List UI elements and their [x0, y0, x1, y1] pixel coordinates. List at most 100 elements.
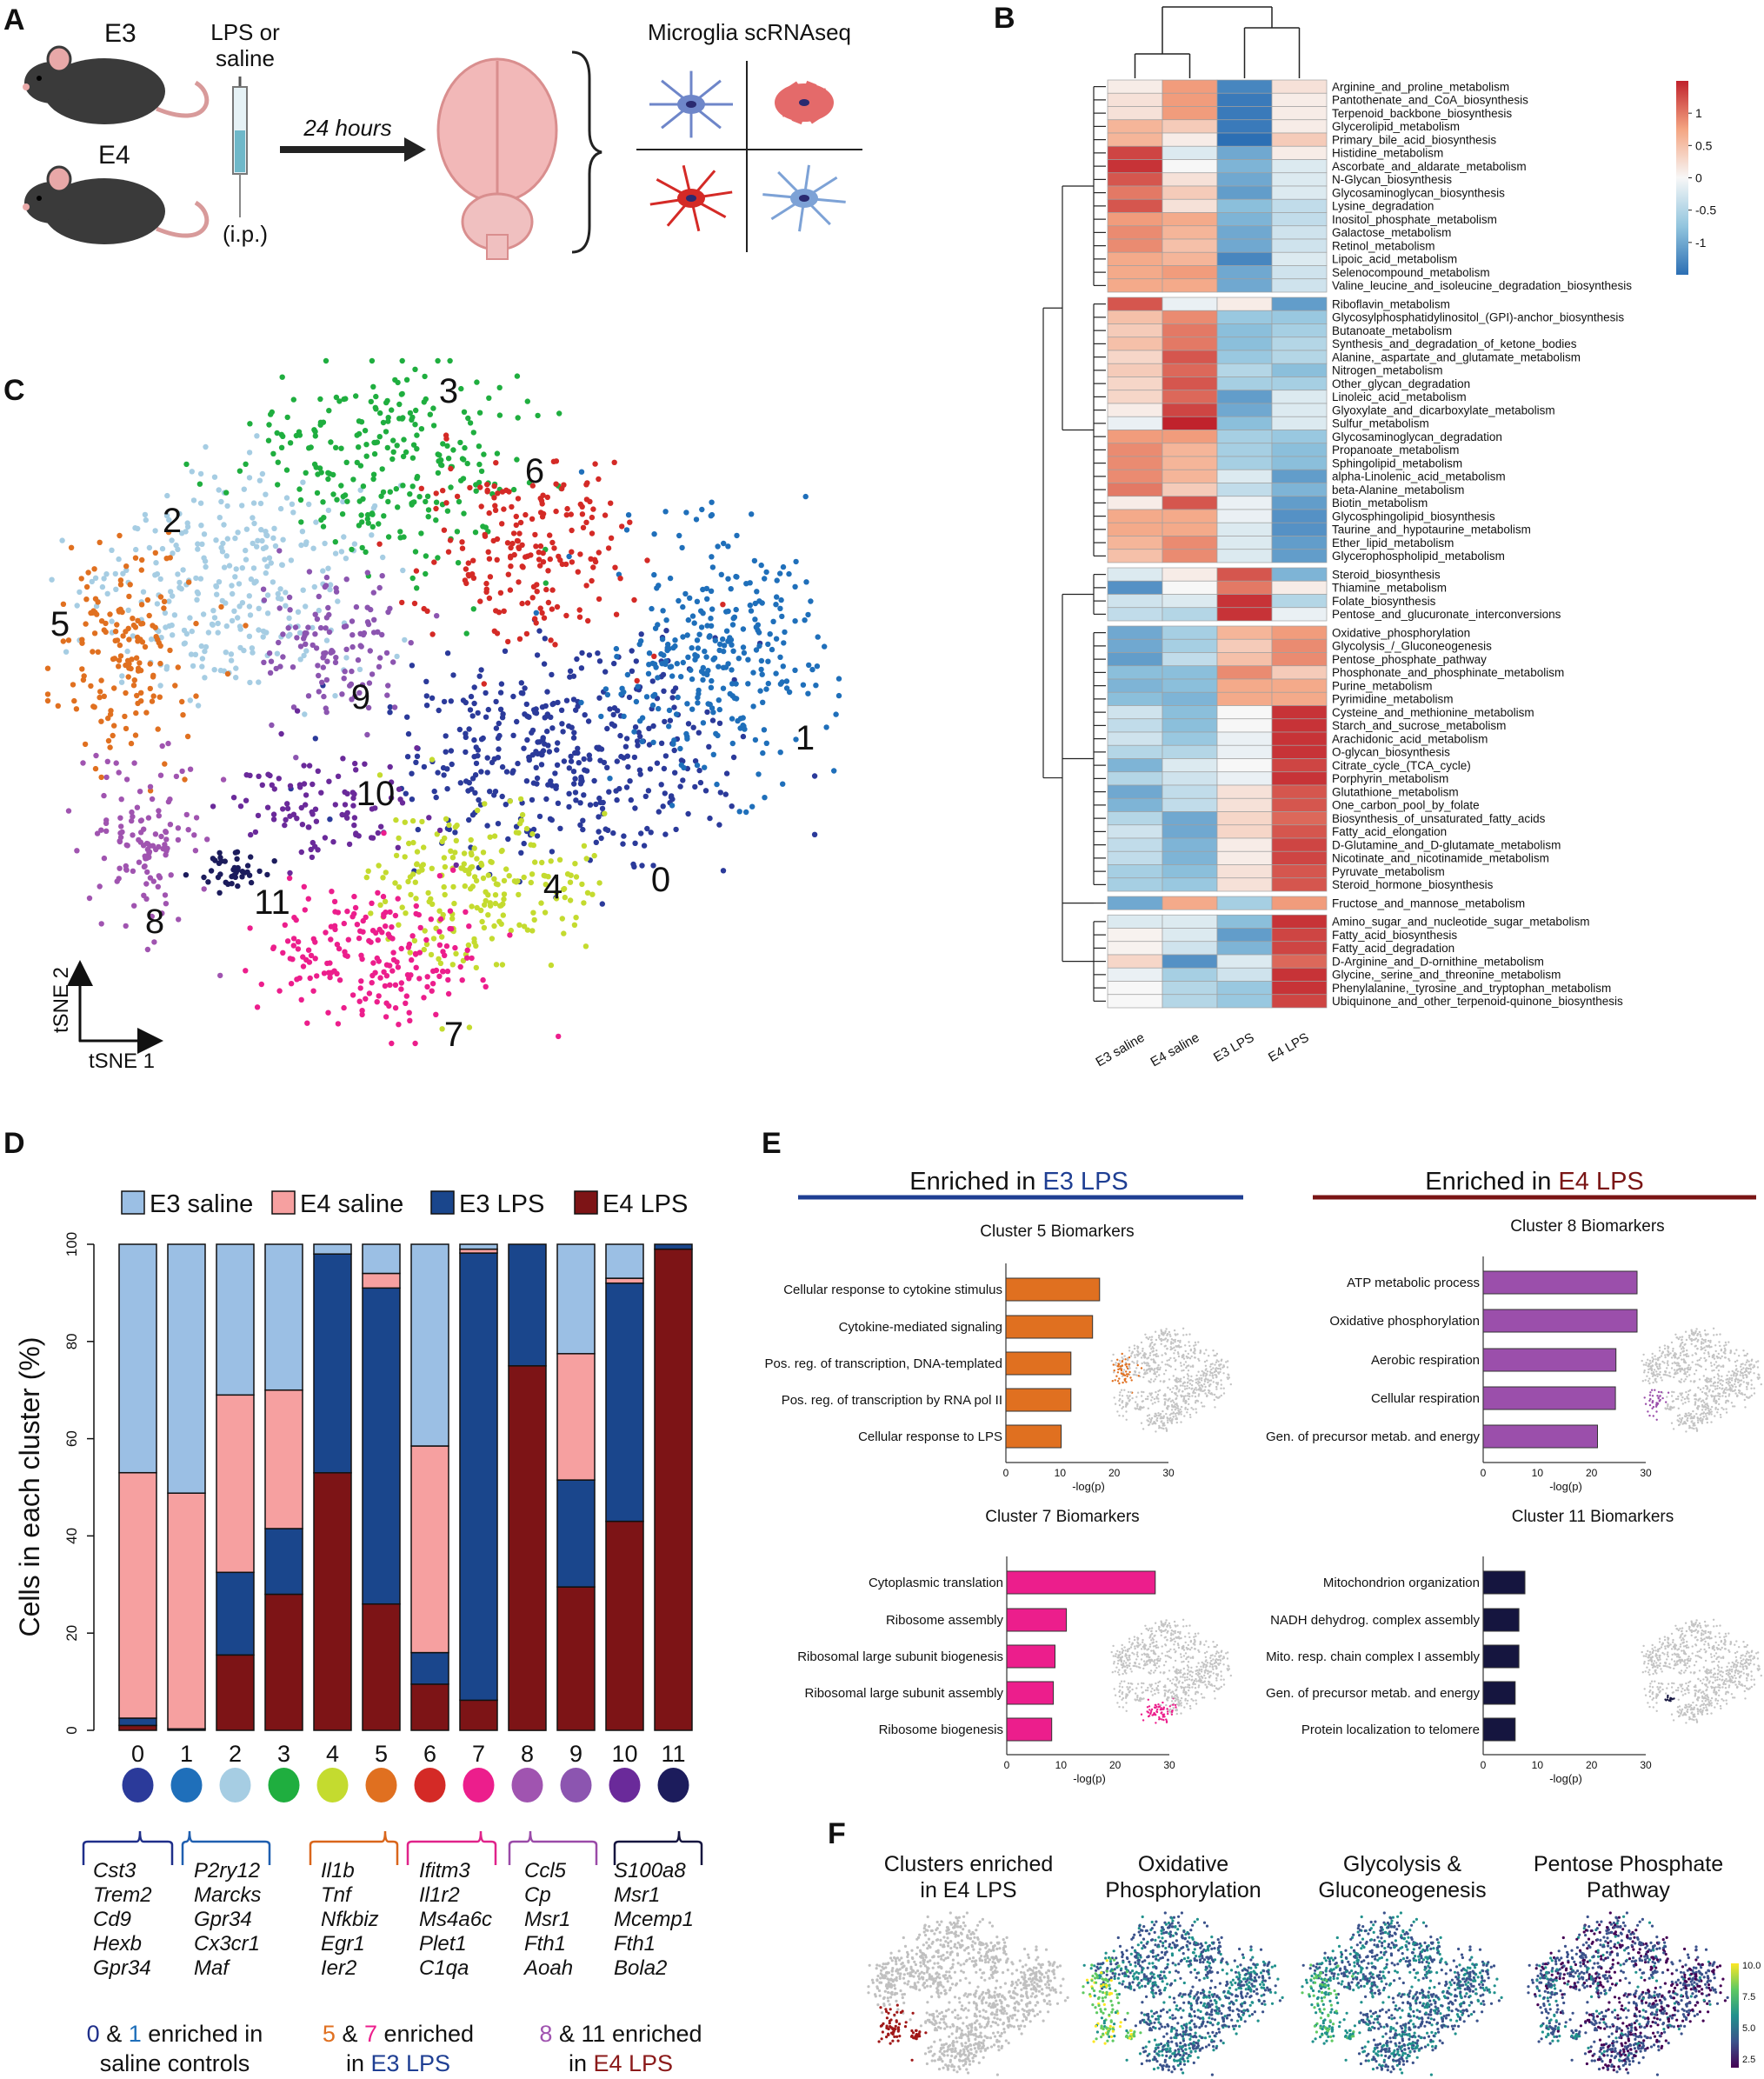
tsne-point	[444, 650, 451, 656]
tsne-point	[330, 471, 336, 478]
heatmap-cell	[1107, 914, 1163, 929]
tsne-point	[1674, 1356, 1676, 1359]
tsne-point	[749, 511, 755, 517]
tsne-point	[218, 544, 224, 551]
bar-segment	[508, 1243, 547, 1367]
tsne-point	[376, 772, 383, 778]
tsne-point	[376, 434, 383, 440]
heatmap-row: Phenylalanine,_tyrosine_and_tryptophan_m…	[1107, 981, 1611, 996]
tsne-point	[1172, 1678, 1175, 1681]
tsne-point	[278, 730, 284, 737]
tsne-point	[409, 499, 416, 506]
tsne-point	[1684, 1343, 1687, 1346]
tsne-point	[1678, 1414, 1681, 1416]
bar-segment	[556, 1353, 596, 1481]
heatmap-row-label: Oxidative_phosphorylation	[1332, 626, 1470, 639]
tsne-point	[1750, 1383, 1754, 1386]
tsne-point	[1177, 1390, 1181, 1393]
tsne-point	[300, 479, 306, 485]
tsne-point	[1170, 1341, 1173, 1343]
enrichment-bar	[1006, 1644, 1055, 1669]
tsne-point	[93, 752, 99, 759]
heatmap-row-label: Alanine,_aspartate_and_glutamate_metabol…	[1332, 350, 1581, 363]
tsne-point	[602, 512, 609, 518]
heatmap-cell	[1107, 443, 1163, 457]
tsne-point	[1186, 1664, 1189, 1667]
tsne-point	[452, 850, 458, 856]
tsne-point	[434, 613, 440, 619]
tsne-point	[1125, 1381, 1128, 1383]
tsne-point	[287, 440, 294, 446]
bar-segment	[410, 1243, 449, 1447]
tsne-point	[1147, 1407, 1150, 1410]
tsne-point	[1750, 1363, 1753, 1366]
tsne-point	[687, 595, 693, 601]
tsne-point	[155, 636, 161, 643]
heatmap-row-label: D-Arginine_and_D-ornithine_metabolism	[1332, 955, 1544, 968]
tsne-point	[1676, 1397, 1680, 1401]
tsne-point	[437, 916, 444, 923]
heatmap-cell	[1271, 580, 1328, 595]
tsne-point	[162, 892, 169, 898]
tsne-point	[1142, 1349, 1144, 1352]
tsne-point	[1699, 1388, 1702, 1391]
tsne-point	[577, 822, 583, 828]
tsne-point	[518, 817, 524, 823]
bar-label: Cellular response to LPS	[858, 1429, 1002, 1444]
tsne-point	[326, 629, 333, 636]
tsne-point	[1154, 1362, 1157, 1364]
tsne-point	[549, 539, 556, 546]
tsne-point	[712, 637, 718, 643]
tsne-point	[363, 996, 369, 1002]
tsne-point	[433, 505, 439, 512]
heatmap-cell	[1216, 278, 1273, 293]
tsne-point	[236, 581, 243, 587]
tsne-point	[763, 686, 769, 692]
tsne-point	[209, 621, 216, 628]
heatmap-row: Citrate_cycle_(TCA_cycle)	[1107, 758, 1471, 773]
tsne-point	[1175, 1385, 1178, 1388]
tsne-point	[1683, 1421, 1686, 1423]
tsne-point	[264, 871, 270, 878]
tsne-point	[1642, 1353, 1645, 1356]
tsne-point	[694, 598, 701, 604]
tsne-point	[433, 517, 439, 523]
tsne-point	[278, 444, 285, 450]
tsne-point	[1142, 1406, 1145, 1409]
tsne-point	[414, 753, 421, 759]
tsne-point	[543, 580, 549, 586]
heatmap-cell	[1271, 310, 1328, 324]
tsne-point	[358, 512, 364, 518]
tsne-point	[1188, 1357, 1192, 1360]
tsne-point	[454, 493, 461, 500]
tsne-point	[1190, 1375, 1193, 1378]
tsne-point	[1646, 1375, 1648, 1377]
y-axis-label: Cells in each cluster (%)	[14, 1337, 45, 1637]
tsne-point	[1675, 1369, 1679, 1372]
heatmap-cell	[1216, 877, 1273, 892]
tsne-point	[1688, 1374, 1691, 1376]
tsne-point	[433, 794, 439, 801]
tsne-point	[1691, 1361, 1694, 1363]
bar-label: Cytokine-mediated signaling	[839, 1320, 1002, 1335]
tsne-point	[1116, 1371, 1120, 1374]
heatmap-cell	[1162, 914, 1218, 929]
tsne-point	[1215, 1352, 1219, 1356]
tsne-point	[706, 634, 712, 640]
tsne-point	[146, 850, 152, 856]
tsne-point	[1651, 1364, 1654, 1368]
caption-part: saline controls	[100, 2050, 250, 2076]
tsne-point	[524, 600, 531, 606]
tsne-point	[1172, 1387, 1175, 1389]
tsne-point	[1672, 1347, 1674, 1350]
tsne-point	[466, 816, 472, 823]
tsne-point	[593, 801, 599, 808]
tsne-point	[1188, 1341, 1190, 1343]
tsne-point	[1760, 1383, 1763, 1386]
tsne-point	[257, 500, 264, 507]
tsne-point	[1706, 1385, 1708, 1388]
tsne-point	[1687, 1415, 1691, 1417]
heatmap-cell	[1216, 678, 1273, 693]
tsne-point	[320, 568, 326, 574]
tsne-point	[116, 607, 122, 614]
